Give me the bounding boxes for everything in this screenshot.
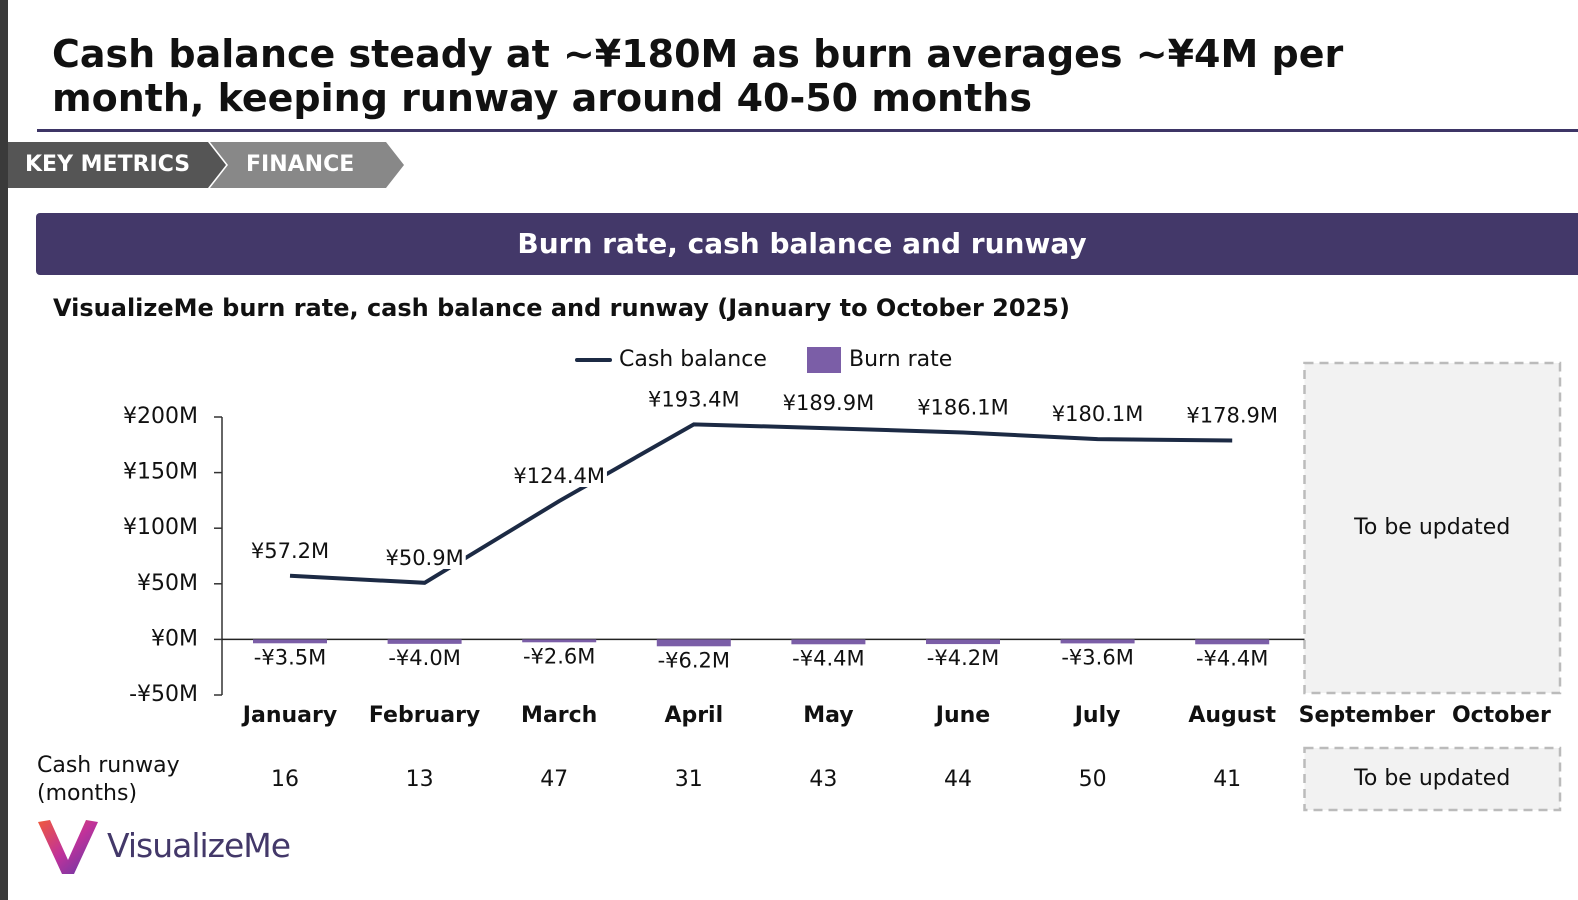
data-label: -¥4.0M [388,646,460,670]
crumb: FINANCE [246,152,354,177]
x-tick-label: May [803,703,853,728]
x-tick-label: April [664,703,723,728]
bar [253,639,327,644]
data-label: -¥4.2M [927,646,999,670]
y-tick-label: ¥200M [123,404,198,429]
runway-value: 13 [406,767,434,792]
y-tick-label: -¥50M [129,682,198,707]
chart-title: VisualizeMe burn rate, cash balance and … [53,294,1070,322]
legend-label: Cash balance [619,347,767,372]
data-label: ¥50.9M [385,546,463,570]
data-label: ¥178.9M [1186,403,1278,427]
bar [926,639,1000,645]
y-tick-label: ¥100M [123,515,198,540]
x-tick-label: February [369,703,480,728]
y-tick-label: ¥50M [137,571,198,596]
data-label: -¥4.4M [1196,646,1268,670]
data-label: -¥4.4M [792,646,864,670]
x-tick-label: July [1073,703,1121,728]
y-tick-label: ¥150M [123,460,198,485]
data-label: ¥180.1M [1052,402,1144,426]
x-tick-label: June [934,703,990,728]
runway-label: Cash runway (months) [37,753,180,806]
data-label: ¥57.2M [251,539,329,563]
runway-value: 47 [540,767,568,792]
x-tick-label: September [1299,703,1436,728]
runway-value: 50 [1079,767,1107,792]
runway-note: To be updated [1353,766,1510,791]
y-tick-label: ¥0M [151,626,198,651]
edge [0,0,8,900]
annotation: To be updated [1353,515,1510,540]
x-tick-label: October [1452,703,1551,728]
crumb: KEY METRICS [25,152,190,177]
bar [522,639,597,643]
placeholder [1303,746,1562,812]
data-label: -¥6.2M [658,648,730,672]
x-tick-label: March [521,703,597,728]
title-rule [37,129,1578,132]
crumb-bg [8,142,226,188]
banner: Burn rate, cash balance and runway [36,213,1578,275]
data-label: -¥3.6M [1061,645,1133,669]
bar [1060,639,1135,644]
data-label: ¥189.9M [783,391,875,415]
legend-label: Burn rate [849,347,952,372]
breadcrumb: KEY METRICS FINANCE [8,142,404,188]
placeholder [1303,361,1562,695]
runway-value: 43 [809,767,837,792]
data-label: -¥2.6M [523,644,595,668]
runway-value: 41 [1213,767,1241,792]
bar [791,639,866,645]
logo-icon [38,820,98,874]
x-tick-label: August [1188,703,1276,728]
data-label: ¥124.4M [513,464,605,488]
bar [656,639,731,647]
line [289,422,1233,585]
title: Cash balance steady at ~¥180M as burn av… [52,32,1344,120]
runway-value: 16 [271,767,299,792]
legend-swatch [807,347,841,373]
runway-value: 44 [944,767,972,792]
x-tick-label: January [241,703,337,728]
crumb-bg [210,142,404,188]
logo-text: VisualizeMe [107,826,291,865]
data-label: -¥3.5M [254,645,326,669]
runway-value: 31 [675,767,703,792]
bar [1195,639,1270,645]
data-label: ¥186.1M [917,395,1009,419]
data-label: ¥193.4M [648,387,740,411]
bar [387,639,462,644]
